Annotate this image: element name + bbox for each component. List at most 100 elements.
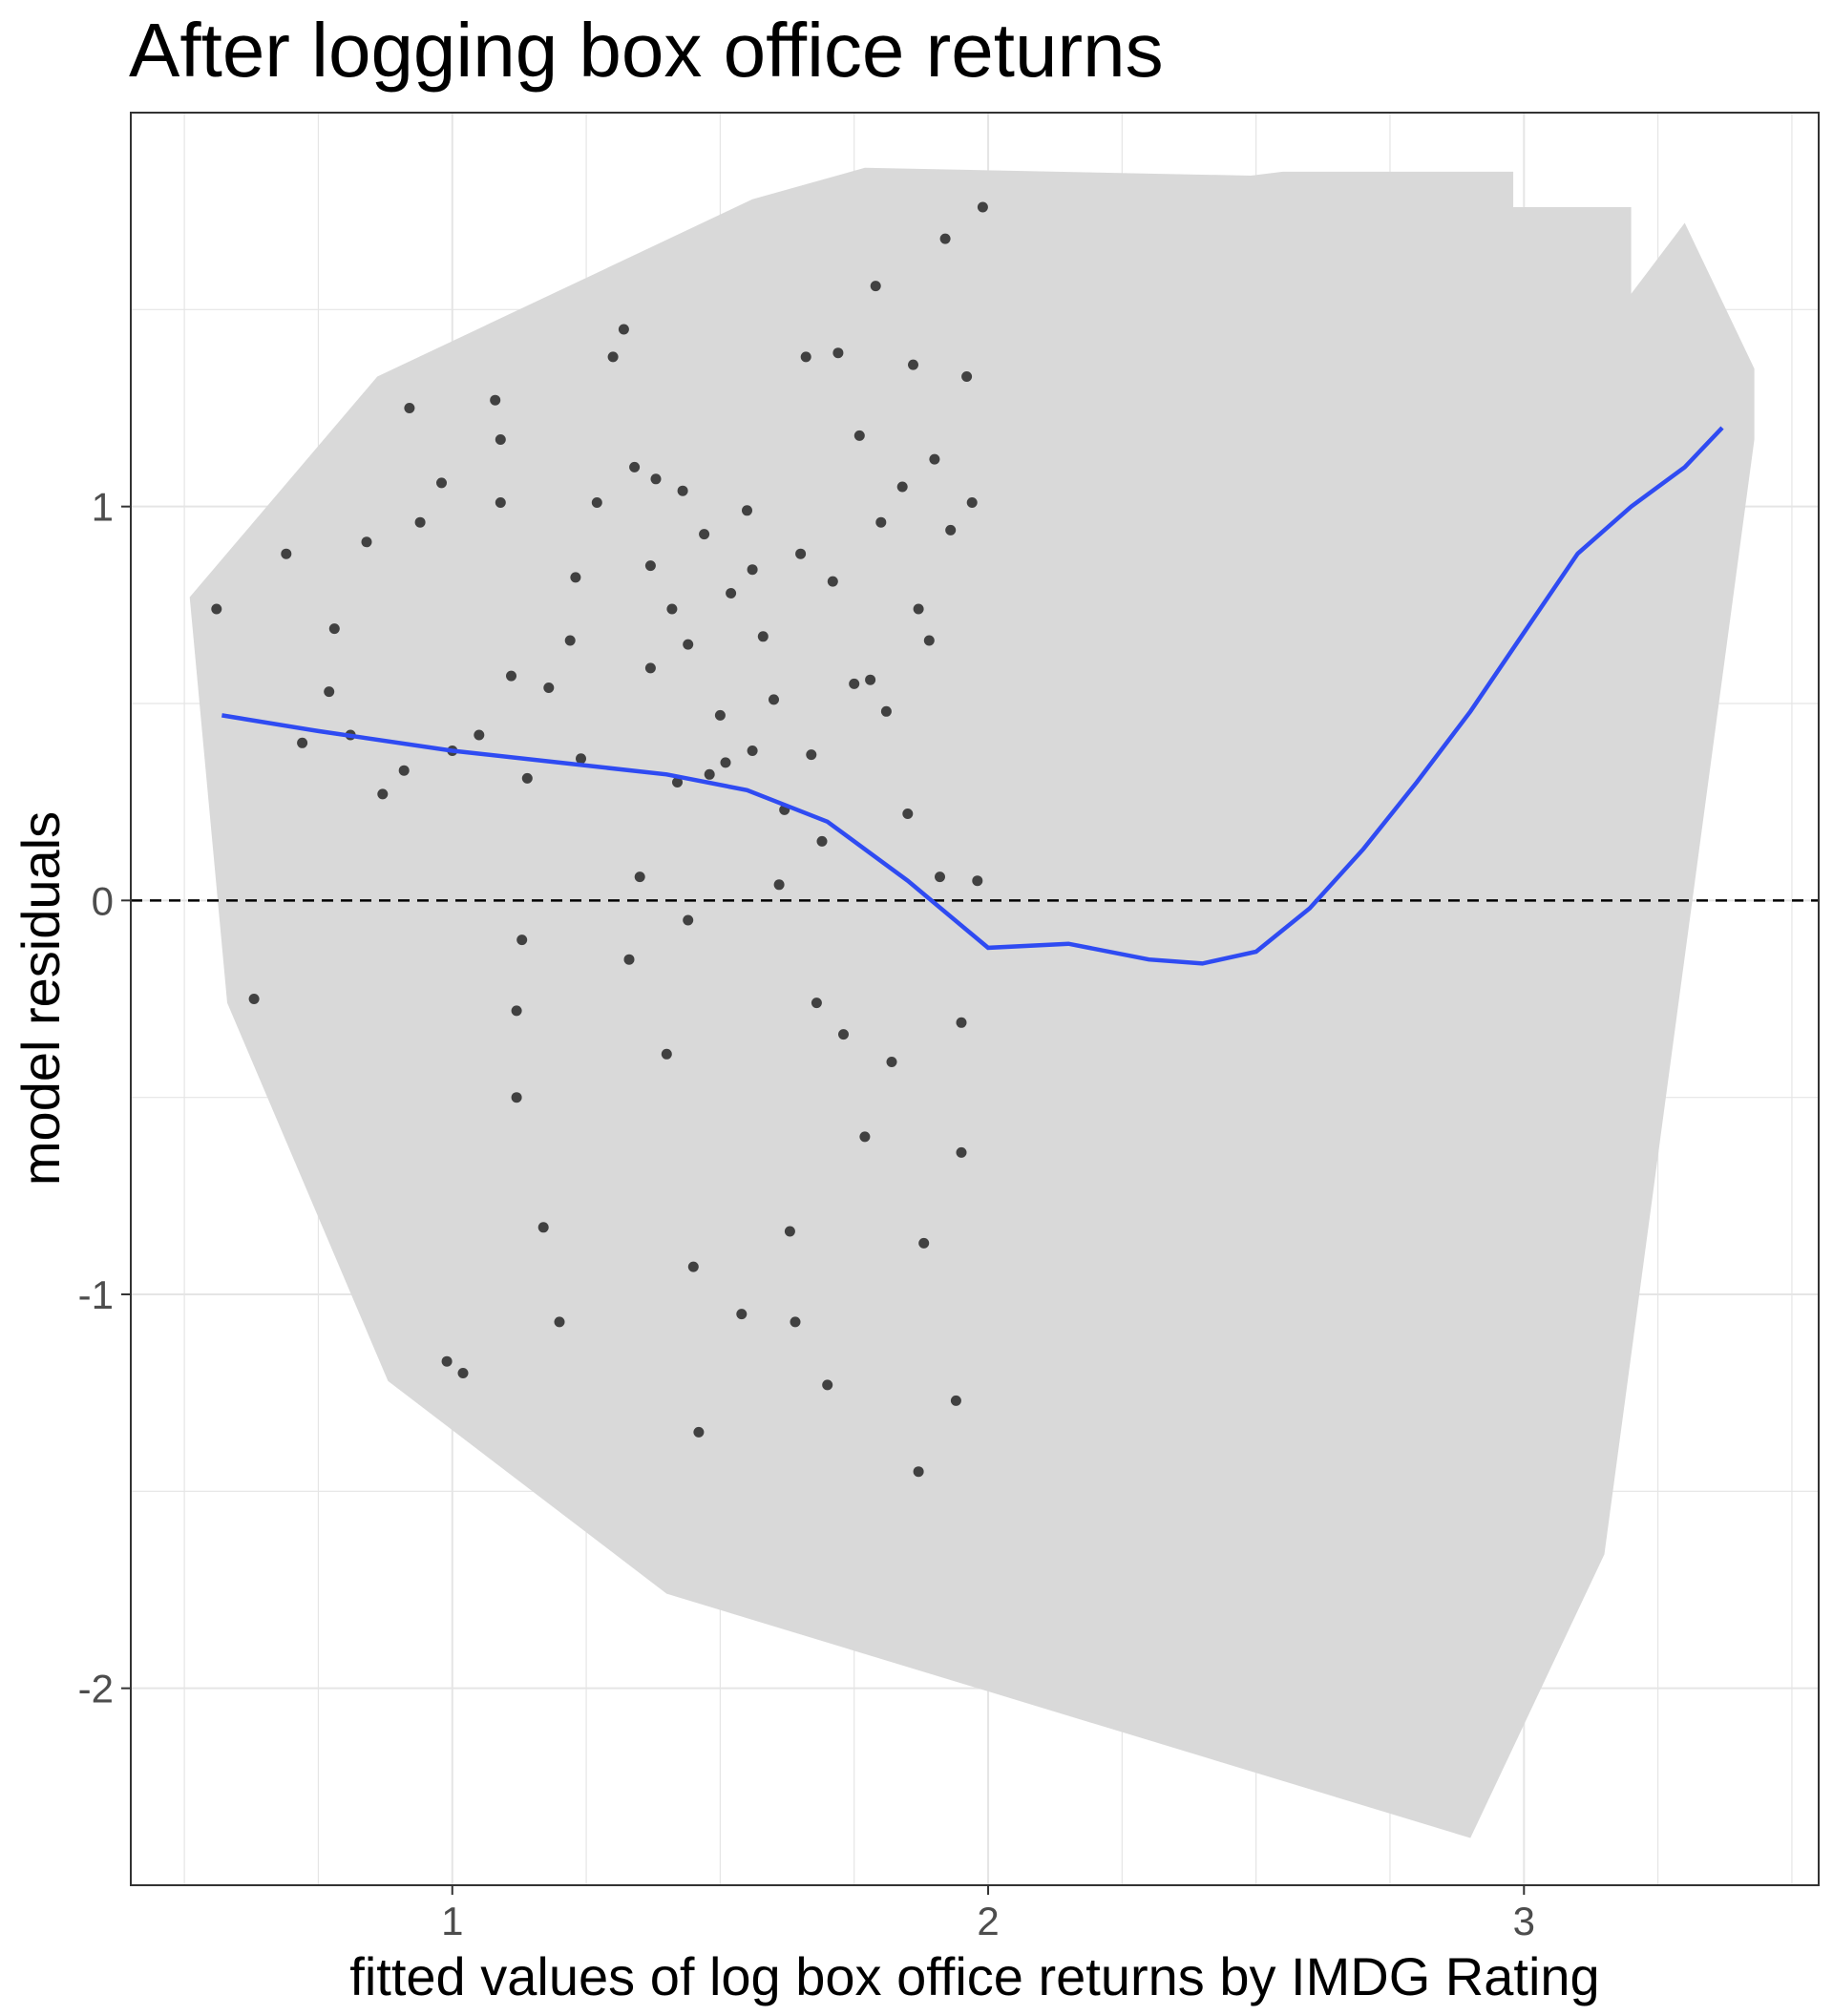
data-point (618, 324, 629, 335)
data-point (923, 635, 935, 646)
data-point (726, 588, 737, 598)
data-point (699, 529, 710, 540)
data-point (827, 576, 838, 587)
data-point (281, 548, 292, 559)
data-point (693, 1426, 705, 1438)
data-point (966, 497, 978, 508)
data-point (859, 1131, 871, 1143)
data-point (865, 674, 876, 685)
data-point (747, 564, 758, 576)
data-point (634, 872, 645, 883)
data-point (211, 603, 222, 615)
data-point (324, 686, 335, 698)
data-point (704, 768, 715, 780)
y-axis-label: model residuals (11, 811, 71, 1186)
data-point (961, 371, 973, 382)
data-point (361, 536, 372, 548)
data-point (644, 662, 656, 674)
data-point (714, 709, 726, 721)
data-point (521, 772, 533, 784)
data-point (570, 572, 581, 583)
data-point (554, 1316, 565, 1328)
data-point (576, 753, 586, 765)
data-point (537, 1222, 549, 1233)
data-point (436, 477, 447, 489)
data-point (672, 777, 683, 788)
y-axis: -2 -1 0 1 (78, 485, 131, 1712)
data-point (880, 705, 892, 717)
data-point (677, 485, 688, 496)
x-tick-label: 3 (1513, 1899, 1535, 1943)
data-point (377, 788, 389, 800)
data-point (666, 603, 678, 615)
data-point (956, 1146, 967, 1158)
data-point (516, 934, 528, 946)
data-point (644, 560, 656, 572)
data-point (591, 497, 602, 508)
data-point (956, 1017, 967, 1028)
data-point (683, 639, 694, 650)
data-point (870, 281, 881, 292)
data-point (650, 473, 662, 485)
data-point (661, 1048, 672, 1060)
data-point (853, 430, 865, 441)
data-point (784, 1226, 795, 1237)
data-point (896, 481, 908, 493)
data-point (414, 516, 426, 528)
data-point (495, 434, 506, 445)
data-point (790, 1316, 801, 1328)
data-point (757, 631, 769, 642)
data-point (945, 524, 957, 536)
data-point (495, 497, 506, 508)
data-point (511, 1092, 522, 1103)
data-point (328, 623, 340, 635)
data-point (929, 453, 940, 465)
data-point (913, 1466, 924, 1478)
plot-panel (130, 112, 1820, 1886)
data-point (800, 351, 811, 363)
plot-border (130, 112, 1820, 1886)
data-point (543, 682, 555, 693)
scatter-points (211, 201, 988, 1478)
data-point (441, 1355, 453, 1367)
data-point (913, 603, 924, 615)
data-point (404, 403, 415, 413)
y-tick-label: -1 (78, 1272, 114, 1317)
chart-title: After logging box office returns (129, 8, 1164, 93)
x-tick-label: 2 (977, 1899, 999, 1943)
data-point (607, 351, 619, 363)
data-point (769, 694, 779, 705)
data-point (806, 749, 817, 761)
data-point (720, 757, 731, 768)
data-point (977, 201, 988, 213)
data-point (736, 1309, 748, 1320)
data-point (564, 635, 576, 646)
data-point (795, 548, 807, 559)
y-tick-label: 1 (92, 485, 114, 530)
data-point (474, 729, 485, 741)
data-point (398, 765, 410, 776)
data-point (832, 347, 844, 359)
x-axis-label: fitted values of log box office returns … (349, 1946, 1599, 2006)
smooth-line (221, 426, 1724, 966)
data-point (822, 1379, 833, 1391)
data-point (886, 1057, 897, 1067)
data-point (248, 994, 260, 1004)
data-point (838, 1029, 849, 1040)
data-point (687, 1261, 699, 1272)
y-tick-label: 0 (92, 878, 114, 923)
data-point (849, 678, 860, 689)
x-tick-label: 1 (441, 1899, 463, 1943)
data-point (511, 1005, 522, 1017)
data-point (902, 808, 914, 819)
data-point (811, 998, 822, 1009)
data-point (297, 737, 308, 748)
data-point (950, 1395, 961, 1406)
data-point (747, 746, 758, 756)
data-point (683, 914, 694, 926)
data-point (908, 359, 918, 370)
data-point (972, 875, 983, 887)
data-point (935, 872, 945, 883)
data-point (939, 233, 951, 244)
data-point (623, 954, 635, 965)
